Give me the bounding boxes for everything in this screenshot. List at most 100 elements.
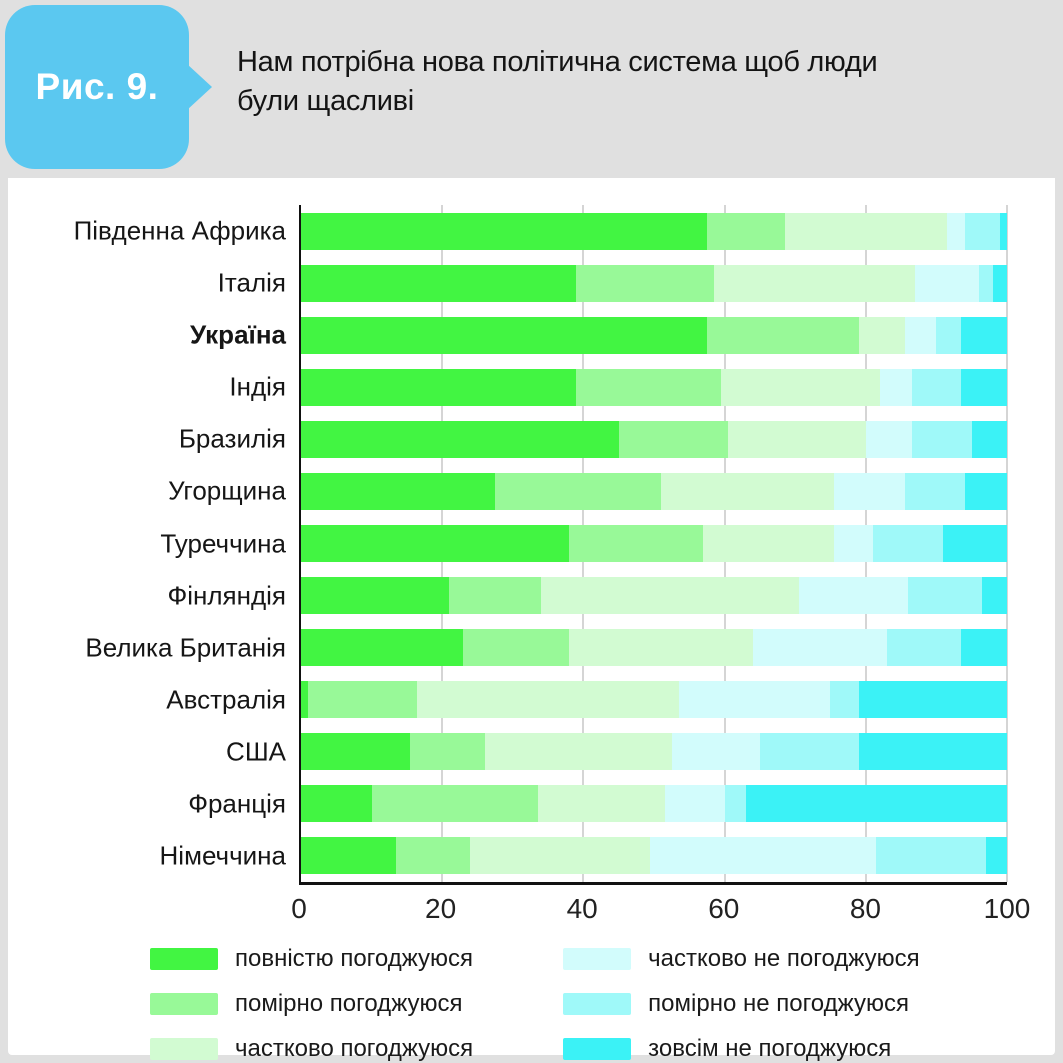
bar-segment [706,316,859,354]
legend-label: помірно не погоджуюся [648,990,909,1017]
category-label: США [226,736,286,767]
bar-segment [650,837,877,875]
legend: повністю погоджуюся помірно погоджуюся час… [150,945,920,1063]
category-label: Фінляндія [167,580,286,611]
bar-segment [301,525,570,562]
legend-swatch [150,948,218,970]
stacked-bar [301,472,1007,510]
bar-segment [798,577,909,615]
bar-segment [886,629,962,667]
bar-segment [830,681,859,719]
bar-segment [876,837,986,875]
bar-segment [410,733,485,771]
legend-item: частково не погоджуюся [563,945,920,973]
legend-label: частково погоджуюся [235,1035,474,1062]
bar-segment [759,733,859,771]
bar-segment [915,264,979,302]
bar-segment [858,681,1007,719]
bar-segment [872,525,944,562]
stacked-bar [301,212,1007,250]
category-label: Бразилія [178,423,286,454]
x-axis-ticks: 0 20 40 60 80 100 [291,885,1030,929]
bar-row: Фінляндія [167,570,1007,622]
bar-segment [470,837,651,875]
bar-segment [911,368,962,406]
bar-segment [784,212,947,250]
bar-segment [301,577,450,615]
category-label: Україна [189,319,286,350]
bar-segment [301,472,496,510]
bar-segment [946,212,965,250]
chart-title-line-1: Нам потрібна нова політична система щоб … [237,46,878,78]
category-label: Австралія [166,684,286,715]
stacked-bar [301,785,1007,823]
bar-segment [834,472,905,510]
bar-segment [964,472,1007,510]
bar-segment [569,629,753,667]
bar-segment [576,368,722,406]
chart-title-line-2: були щасливі [237,85,414,117]
bar-segment [449,577,542,615]
stacked-bar [301,525,1007,562]
legend-label: зовсім не погоджуюся [648,1035,892,1062]
bar-segment [936,316,962,354]
bar-row: Бразилія [179,413,1007,465]
bar-segment [858,316,905,354]
badge-arrow-icon [187,64,212,110]
bar-row: Франція [188,778,1007,830]
category-label: Південна Африка [73,215,286,246]
bar-segment [865,420,912,458]
bar-segment [618,420,729,458]
gridline-100 [1006,205,1008,882]
bar-segment [978,264,993,302]
bar-segment [982,577,1007,615]
bar-segment [537,785,665,823]
stacked-bar [301,368,1007,406]
x-tick-label: 20 [425,893,457,924]
bar-row: Велика Британія [85,622,1007,674]
bar-segment [964,212,1000,250]
bar-segment [301,681,309,719]
legend-swatch [150,993,218,1015]
bar-segment [495,472,662,510]
bar-segment [569,525,704,562]
bar-segment [703,525,834,562]
legend-label: частково не погоджуюся [648,945,920,972]
bar-row: Індія [229,361,1007,413]
bar-segment [911,420,972,458]
chart-panel: Південна Африка Італія Україна Індія Бразилі… [8,178,1055,1062]
bar-segment [706,212,785,250]
bar-segment [971,420,1007,458]
category-label: Німеччина [159,840,286,871]
legend-item: зовсім не погоджуюся [563,1035,919,1063]
bar-segment [992,264,1007,302]
bar-segment [301,420,619,458]
bar-segment [463,629,570,667]
plot-area: Південна Африка Італія Україна Індія Бразилі… [74,205,1008,885]
bar-segment [724,785,746,823]
bar-segment [745,785,1007,823]
bar-row: Південна Африка [74,205,1007,257]
bar-segment [678,681,831,719]
bar-segment [728,420,866,458]
x-tick-label: 60 [708,893,740,924]
bar-row: Україна [190,309,1007,361]
stacked-bar [301,316,1007,354]
bar-segment [752,629,887,667]
legend-label: помірно погоджуюся [235,990,463,1017]
category-label: Угорщина [168,475,286,506]
category-label: Велика Британія [85,632,286,663]
bar-segment [301,368,577,406]
chart-title: Нам потрібна нова політична система щоб … [237,43,878,121]
bar-segment [858,733,1007,771]
bar-row: Австралія [166,674,1007,726]
category-label: Індія [229,371,286,402]
bar-segment [908,577,983,615]
bar-segment [484,733,672,771]
bar-row: Туреччина [160,517,1007,569]
bar-row: США [226,726,1007,778]
stacked-bar [301,681,1007,719]
bar-segment [713,264,916,302]
legend-swatch [563,1038,632,1060]
bar-segment [576,264,714,302]
